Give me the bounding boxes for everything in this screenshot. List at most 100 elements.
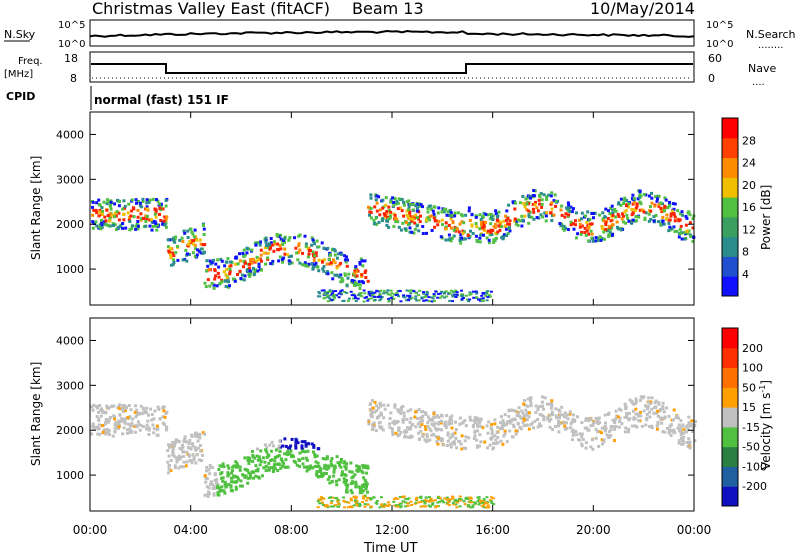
data-pixel xyxy=(177,466,181,470)
data-pixel xyxy=(428,215,432,219)
data-pixel xyxy=(161,207,165,211)
data-pixel xyxy=(166,460,170,464)
data-pixel xyxy=(608,434,612,438)
data-pixel xyxy=(232,480,235,484)
data-pixel xyxy=(375,409,379,413)
data-pixel xyxy=(554,425,557,428)
data-pixel xyxy=(403,296,407,299)
data-pixel xyxy=(353,281,357,285)
data-pixel xyxy=(269,246,273,250)
data-pixel xyxy=(387,299,391,302)
data-pixel xyxy=(344,260,348,264)
data-pixel xyxy=(478,227,482,231)
data-pixel xyxy=(459,233,463,237)
data-pixel xyxy=(166,238,170,242)
data-pixel xyxy=(691,217,695,221)
data-pixel xyxy=(467,209,471,213)
data-pixel xyxy=(345,490,349,494)
data-pixel xyxy=(663,416,667,420)
data-pixel xyxy=(665,217,668,221)
data-pixel xyxy=(432,412,436,416)
data-pixel xyxy=(455,446,459,450)
data-pixel xyxy=(326,477,330,481)
data-pixel xyxy=(623,430,627,434)
colorbar-swatch xyxy=(722,216,738,238)
data-pixel xyxy=(107,430,111,434)
data-pixel xyxy=(458,440,462,444)
data-pixel xyxy=(251,455,255,459)
data-pixel xyxy=(408,427,412,431)
data-pixel xyxy=(128,228,132,232)
data-pixel xyxy=(602,230,606,234)
data-pixel xyxy=(234,487,238,491)
data-pixel xyxy=(426,421,430,425)
data-pixel xyxy=(224,260,228,264)
freq-strip-frame xyxy=(89,51,695,83)
data-pixel xyxy=(281,444,285,448)
data-pixel xyxy=(432,293,436,296)
data-pixel xyxy=(545,195,549,199)
data-pixel xyxy=(541,404,544,408)
colorbar-swatch xyxy=(722,328,738,349)
data-pixel xyxy=(436,501,440,504)
data-pixel xyxy=(594,436,598,440)
data-pixel xyxy=(684,215,688,218)
data-pixel xyxy=(342,461,346,465)
data-pixel xyxy=(634,397,638,401)
data-pixel xyxy=(318,467,322,470)
data-pixel xyxy=(428,300,431,303)
data-pixel xyxy=(476,417,480,421)
data-pixel xyxy=(276,242,280,246)
data-pixel xyxy=(510,408,514,412)
data-pixel xyxy=(686,428,690,432)
data-pixel xyxy=(498,228,502,232)
data-pixel xyxy=(683,237,687,241)
data-pixel xyxy=(178,238,182,242)
data-pixel xyxy=(222,270,226,274)
data-pixel xyxy=(390,427,394,431)
data-pixel xyxy=(501,419,505,423)
data-pixel xyxy=(282,461,286,465)
y-tick-label: 2000 xyxy=(56,218,84,231)
data-pixel xyxy=(128,220,132,224)
data-pixel xyxy=(327,466,331,470)
data-pixel xyxy=(650,196,654,200)
data-pixel xyxy=(609,425,613,428)
data-pixel xyxy=(550,404,554,408)
data-pixel xyxy=(399,408,403,412)
data-pixel xyxy=(551,413,555,417)
data-pixel xyxy=(228,272,232,276)
data-pixel xyxy=(655,199,659,203)
data-pixel xyxy=(447,501,451,504)
data-pixel xyxy=(385,223,389,227)
data-pixel xyxy=(295,439,299,443)
data-pixel xyxy=(605,229,609,233)
data-pixel xyxy=(460,298,464,301)
data-pixel xyxy=(311,250,315,254)
data-pixel xyxy=(273,459,277,463)
data-pixel xyxy=(578,225,582,229)
data-pixel xyxy=(453,431,457,435)
data-pixel xyxy=(323,471,326,475)
data-pixel xyxy=(394,294,398,296)
data-pixel xyxy=(194,431,198,435)
data-pixel xyxy=(318,292,322,295)
data-pixel xyxy=(131,206,135,210)
data-pixel xyxy=(662,410,666,414)
data-pixel xyxy=(433,421,437,425)
data-pixel xyxy=(149,218,153,222)
data-pixel xyxy=(297,458,301,462)
data-pixel xyxy=(130,226,134,230)
data-pixel xyxy=(413,227,417,231)
data-pixel xyxy=(449,445,453,449)
data-pixel xyxy=(393,197,397,201)
data-pixel xyxy=(422,291,425,294)
data-pixel xyxy=(168,464,171,467)
data-pixel xyxy=(499,220,503,224)
data-pixel xyxy=(352,297,355,300)
data-pixel xyxy=(476,419,479,423)
data-pixel xyxy=(469,229,472,233)
data-pixel xyxy=(307,252,311,256)
data-pixel xyxy=(363,505,367,508)
data-pixel xyxy=(114,211,117,215)
